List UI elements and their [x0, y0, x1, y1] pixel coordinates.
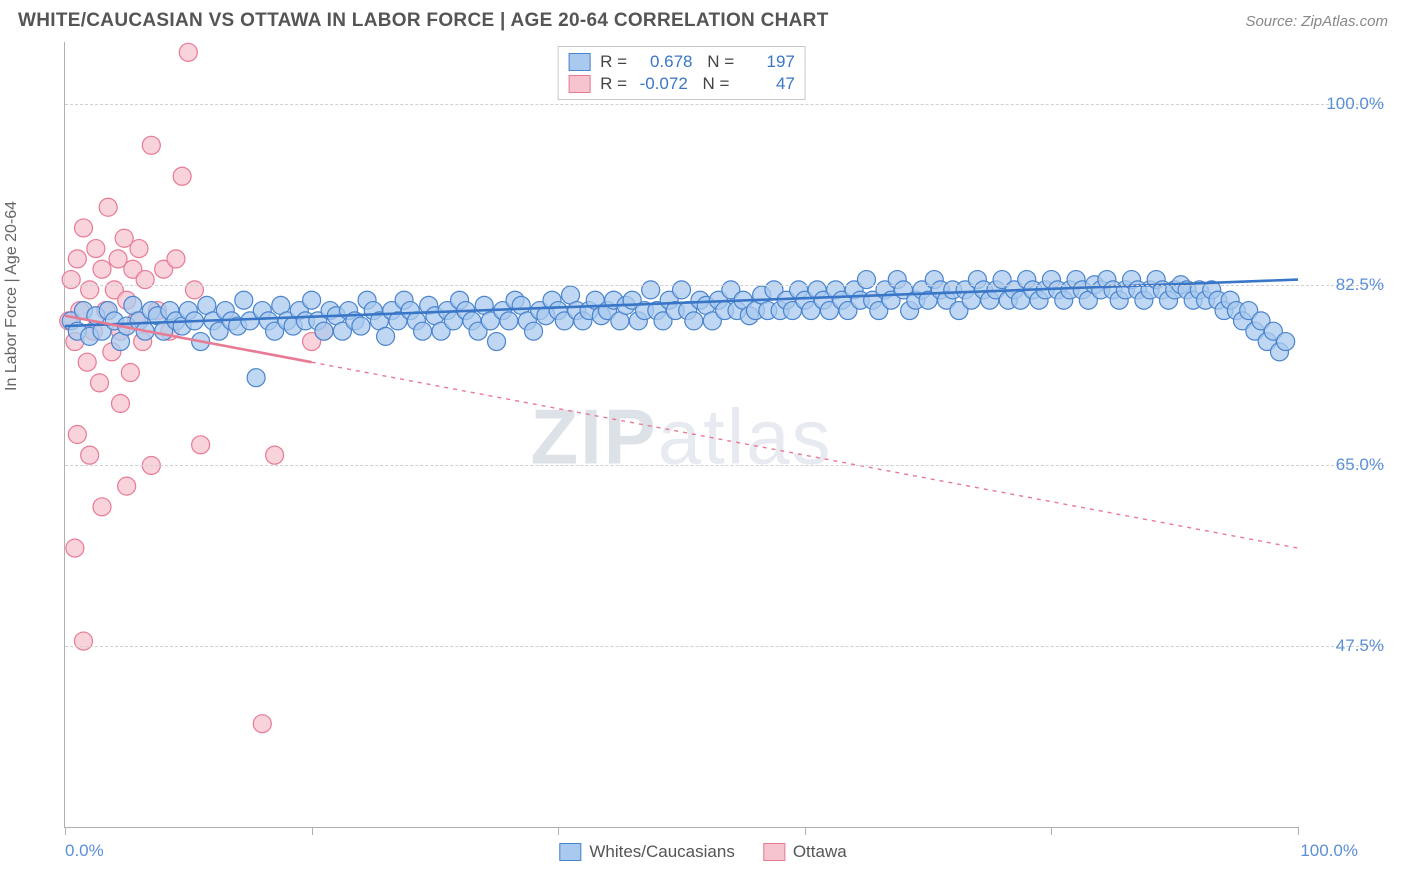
correlation-legend: R = 0.678 N = 197 R = -0.072 N = 47 [557, 46, 806, 100]
chart-container: In Labor Force | Age 20-64 ZIPatlas R = … [18, 42, 1388, 874]
swatch-pink [568, 75, 590, 93]
legend-row-blue: R = 0.678 N = 197 [568, 51, 795, 73]
chart-title: WHITE/CAUCASIAN VS OTTAWA IN LABOR FORCE… [18, 10, 829, 32]
x-axis-max-label: 100.0% [1300, 841, 1358, 861]
legend-item-blue: Whites/Caucasians [559, 842, 735, 862]
legend-row-pink: R = -0.072 N = 47 [568, 73, 795, 95]
legend-label-pink: Ottawa [793, 842, 847, 862]
header: WHITE/CAUCASIAN VS OTTAWA IN LABOR FORCE… [0, 0, 1406, 38]
y-axis-label: In Labor Force | Age 20-64 [3, 201, 21, 391]
legend-item-pink: Ottawa [763, 842, 847, 862]
legend-label-blue: Whites/Caucasians [589, 842, 735, 862]
swatch-blue-icon [559, 843, 581, 861]
series-legend: Whites/Caucasians Ottawa [559, 842, 846, 862]
swatch-pink-icon [763, 843, 785, 861]
source-attribution: Source: ZipAtlas.com [1245, 13, 1388, 30]
y-tick-label: 100.0% [1318, 94, 1384, 114]
y-tick-label: 65.0% [1328, 455, 1384, 475]
x-axis-min-label: 0.0% [65, 841, 104, 861]
scatter-svg [65, 42, 1298, 827]
swatch-blue [568, 53, 590, 71]
y-tick-label: 82.5% [1328, 275, 1384, 295]
plot-area: ZIPatlas R = 0.678 N = 197 R = -0.072 N … [64, 42, 1298, 828]
y-tick-label: 47.5% [1328, 636, 1384, 656]
